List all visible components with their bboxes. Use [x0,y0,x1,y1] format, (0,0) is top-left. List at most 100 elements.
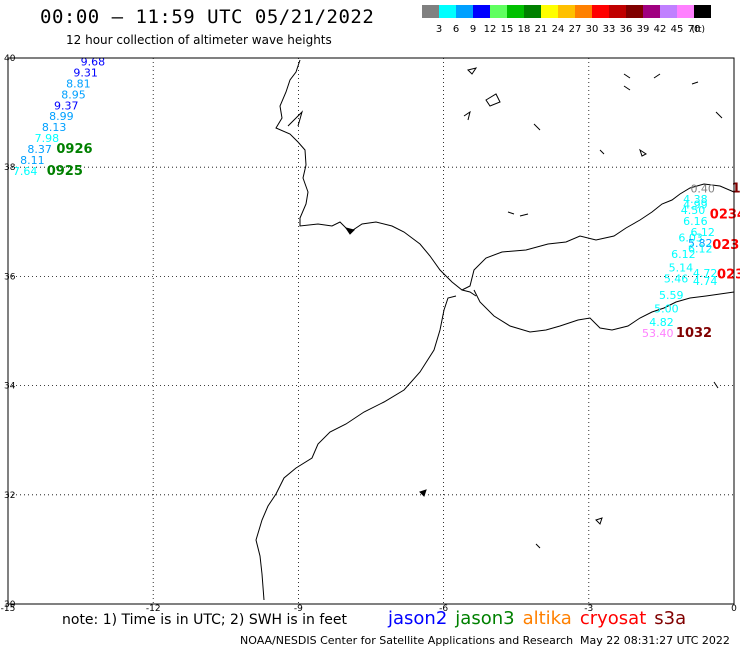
legend-swatch [575,5,592,18]
legend-swatch [609,5,626,18]
legend-swatch [473,5,490,18]
legend-swatch [694,5,711,18]
coastline [255,59,735,601]
legend-label: 24 [552,24,565,35]
island-6 [344,227,355,235]
wave-height-value: 6.12 [690,226,715,239]
lon-tick-label: -3 [584,604,593,614]
coastline-med-africa [473,289,735,333]
wave-height-value: 5.14 [669,261,694,274]
pass-id-label: 0925 [47,164,83,179]
chart-title: 00:00 — 11:59 UTC 05/21/2022 [40,6,375,28]
pass-id-label: 1032 [676,326,712,341]
island-11 [599,149,605,155]
island-12 [623,73,631,79]
legend-swatch [592,5,609,18]
wave-height-value: 0.40 [690,182,715,195]
legend-swatch [626,5,643,18]
wave-height-value: 5.46 [664,272,689,285]
wave-height-value: 9.31 [73,67,98,80]
legend-label: 12 [484,24,497,35]
island-3 [463,110,471,121]
island-13 [653,73,661,79]
wave-height-value: 4.99 [683,199,708,212]
legend-label: 30 [586,24,599,35]
legend-swatch [677,5,694,18]
wave-height-value: 5.82 [688,237,713,250]
legend-label: 6 [453,24,459,35]
legend-swatch [541,5,558,18]
wave-height-value: 8.95 [61,88,86,101]
lat-tick-label: 34 [4,382,16,392]
coastline-iberia [275,59,735,291]
map-frame [7,57,735,605]
wave-height-value: 4.50 [681,204,706,217]
footer-note: note: 1) Time is in UTC; 2) SWH is in fe… [62,612,348,628]
legend-label: 27 [569,24,582,35]
island-18 [623,85,631,91]
legend-label: 45 [671,24,684,35]
lat-tick-label: 30 [4,600,16,610]
legend-label: 33 [603,24,616,35]
wave-height-value: 8.13 [42,121,67,134]
legend-swatch [507,5,524,18]
island-16 [713,381,719,389]
lon-tick-label: -9 [294,604,303,614]
wave-height-value: 6.12 [671,248,696,261]
wave-height-value: 7.64 [13,165,38,178]
wave-height-value: 4.82 [649,316,674,329]
pass-id-label: 0233 [712,238,740,253]
legend-label: 70 [688,24,701,35]
coastline-estuary [287,110,304,127]
legend-label: 39 [637,24,650,35]
satellite-altika: altika [522,608,572,629]
credit-text: NOAA/NESDIS Center for Satellite Applica… [240,634,574,647]
track-0925-0926: 9.689.318.818.959.378.998.137.988.378.11… [13,56,105,178]
legend-swatch [439,5,456,18]
wave-height-value: 9.68 [81,56,106,69]
chart-subtitle: 12 hour collection of altimeter wave hei… [66,33,332,47]
lon-tick-label: -6 [439,604,448,614]
wave-height-value: 9.37 [54,99,78,112]
wave-height-value: 8.37 [27,143,52,156]
island-8 [595,517,603,525]
island-14 [691,81,699,85]
legend-swatch [643,5,660,18]
lon-tick-label: -15 [1,604,16,614]
wave-height-value: 5.59 [659,289,684,302]
legend-label: 18 [518,24,531,35]
wave-height-value: 5.00 [654,302,679,315]
island-1 [467,67,478,75]
wave-height-value: 6.03 [678,231,703,244]
legend-swatch [490,5,507,18]
wave-height-value: 7.98 [35,132,60,145]
pass-id-label: 103 [732,181,740,196]
coastline-africa [255,295,457,601]
legend-label: 36 [620,24,633,35]
island-7 [419,489,427,497]
timestamp-text: May 22 08:31:27 UTC 2022 [580,634,730,647]
legend-swatch [524,5,541,18]
lon-tick-label: 0 [731,604,737,614]
legend-label: 15 [501,24,514,35]
lat-tick-label: 40 [4,54,16,64]
wave-height-value: 8.99 [49,110,74,123]
wave-height-value: 8.11 [20,154,44,167]
wave-height-value: 53.40 [642,327,674,340]
pass-labels: 0926 0925 103 0234 0233 023 1032 [47,142,740,341]
wave-height-value: 6.16 [683,215,708,228]
island-10 [639,148,647,157]
wave-height-value: 8.81 [66,77,91,90]
legend-unit: (ft) [691,25,705,35]
satellite-cryosat: cryosat [579,608,647,629]
track-0233-0234-1032: 0.404.384.994.506.166.126.035.826.126.12… [642,182,717,340]
legend-label: 3 [436,24,442,35]
pass-id-label: 023 [717,268,740,283]
lat-tick-label: 32 [4,491,15,501]
legend-swatch [422,5,439,18]
legend-swatch [456,5,473,18]
island-15 [715,111,723,119]
wave-height-value: 6.12 [688,242,713,255]
island-9 [535,543,541,549]
